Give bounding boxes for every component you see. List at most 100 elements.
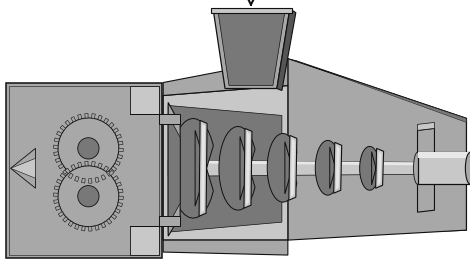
Polygon shape: [74, 176, 79, 182]
Polygon shape: [201, 123, 205, 213]
Polygon shape: [117, 203, 122, 207]
Polygon shape: [71, 116, 76, 122]
Polygon shape: [106, 219, 112, 224]
Polygon shape: [54, 152, 59, 156]
Polygon shape: [116, 134, 122, 139]
Polygon shape: [277, 9, 296, 91]
Polygon shape: [78, 114, 82, 120]
Polygon shape: [109, 122, 114, 128]
Polygon shape: [211, 8, 292, 13]
Polygon shape: [117, 155, 122, 159]
Circle shape: [78, 138, 99, 159]
Polygon shape: [130, 115, 180, 125]
Polygon shape: [291, 138, 295, 197]
Polygon shape: [119, 196, 123, 200]
Polygon shape: [65, 168, 70, 174]
Polygon shape: [417, 128, 434, 212]
Polygon shape: [6, 83, 162, 258]
Polygon shape: [58, 212, 64, 217]
Polygon shape: [168, 105, 282, 232]
Polygon shape: [130, 226, 159, 255]
Polygon shape: [109, 170, 114, 176]
Polygon shape: [54, 193, 58, 196]
Polygon shape: [60, 173, 65, 178]
Ellipse shape: [414, 152, 422, 184]
Polygon shape: [378, 151, 382, 185]
Polygon shape: [171, 118, 213, 218]
Circle shape: [58, 166, 119, 227]
Polygon shape: [8, 86, 159, 255]
Polygon shape: [85, 161, 88, 166]
Polygon shape: [104, 166, 109, 172]
Polygon shape: [101, 223, 106, 228]
Polygon shape: [106, 171, 112, 176]
Polygon shape: [95, 177, 99, 182]
Polygon shape: [115, 161, 120, 165]
Polygon shape: [63, 169, 68, 174]
Polygon shape: [60, 125, 65, 130]
Polygon shape: [58, 164, 64, 169]
Polygon shape: [336, 145, 340, 190]
Polygon shape: [199, 120, 207, 216]
Polygon shape: [267, 133, 297, 202]
Circle shape: [58, 118, 119, 179]
Polygon shape: [95, 225, 99, 230]
Polygon shape: [57, 131, 62, 136]
Polygon shape: [11, 158, 35, 178]
Polygon shape: [417, 152, 471, 158]
Polygon shape: [119, 148, 123, 152]
Polygon shape: [315, 140, 339, 195]
Polygon shape: [115, 208, 120, 213]
Polygon shape: [111, 214, 117, 219]
Polygon shape: [65, 120, 70, 126]
Polygon shape: [130, 86, 159, 115]
Polygon shape: [54, 138, 59, 142]
Polygon shape: [218, 12, 285, 86]
Polygon shape: [113, 176, 118, 181]
Polygon shape: [130, 216, 180, 226]
Polygon shape: [98, 115, 102, 120]
Polygon shape: [213, 9, 290, 88]
Polygon shape: [118, 141, 123, 145]
Polygon shape: [113, 128, 118, 133]
Polygon shape: [288, 59, 466, 240]
Polygon shape: [63, 217, 68, 222]
Polygon shape: [104, 118, 109, 123]
Polygon shape: [55, 158, 61, 163]
Polygon shape: [68, 173, 73, 178]
Polygon shape: [163, 240, 288, 255]
Polygon shape: [163, 61, 466, 240]
Polygon shape: [55, 206, 61, 210]
Polygon shape: [78, 162, 82, 167]
Polygon shape: [360, 146, 379, 190]
Polygon shape: [334, 142, 342, 193]
Polygon shape: [68, 221, 73, 227]
Polygon shape: [54, 186, 59, 190]
Polygon shape: [54, 145, 58, 148]
Polygon shape: [168, 160, 420, 176]
Ellipse shape: [465, 152, 471, 184]
Polygon shape: [417, 122, 434, 130]
Polygon shape: [89, 227, 92, 231]
Polygon shape: [11, 148, 35, 188]
Polygon shape: [417, 152, 471, 184]
Polygon shape: [111, 166, 117, 172]
Polygon shape: [246, 131, 250, 205]
Polygon shape: [74, 224, 79, 229]
Polygon shape: [288, 59, 466, 122]
Polygon shape: [85, 113, 88, 118]
Polygon shape: [98, 163, 102, 168]
Polygon shape: [168, 160, 420, 165]
Polygon shape: [219, 126, 255, 210]
Polygon shape: [54, 200, 59, 203]
Polygon shape: [163, 86, 288, 240]
Polygon shape: [81, 178, 85, 183]
Polygon shape: [101, 175, 106, 180]
Polygon shape: [91, 162, 95, 167]
Polygon shape: [168, 103, 180, 236]
Polygon shape: [163, 59, 288, 95]
Polygon shape: [244, 128, 252, 208]
Polygon shape: [118, 189, 123, 193]
Polygon shape: [71, 165, 76, 170]
Circle shape: [78, 186, 99, 207]
